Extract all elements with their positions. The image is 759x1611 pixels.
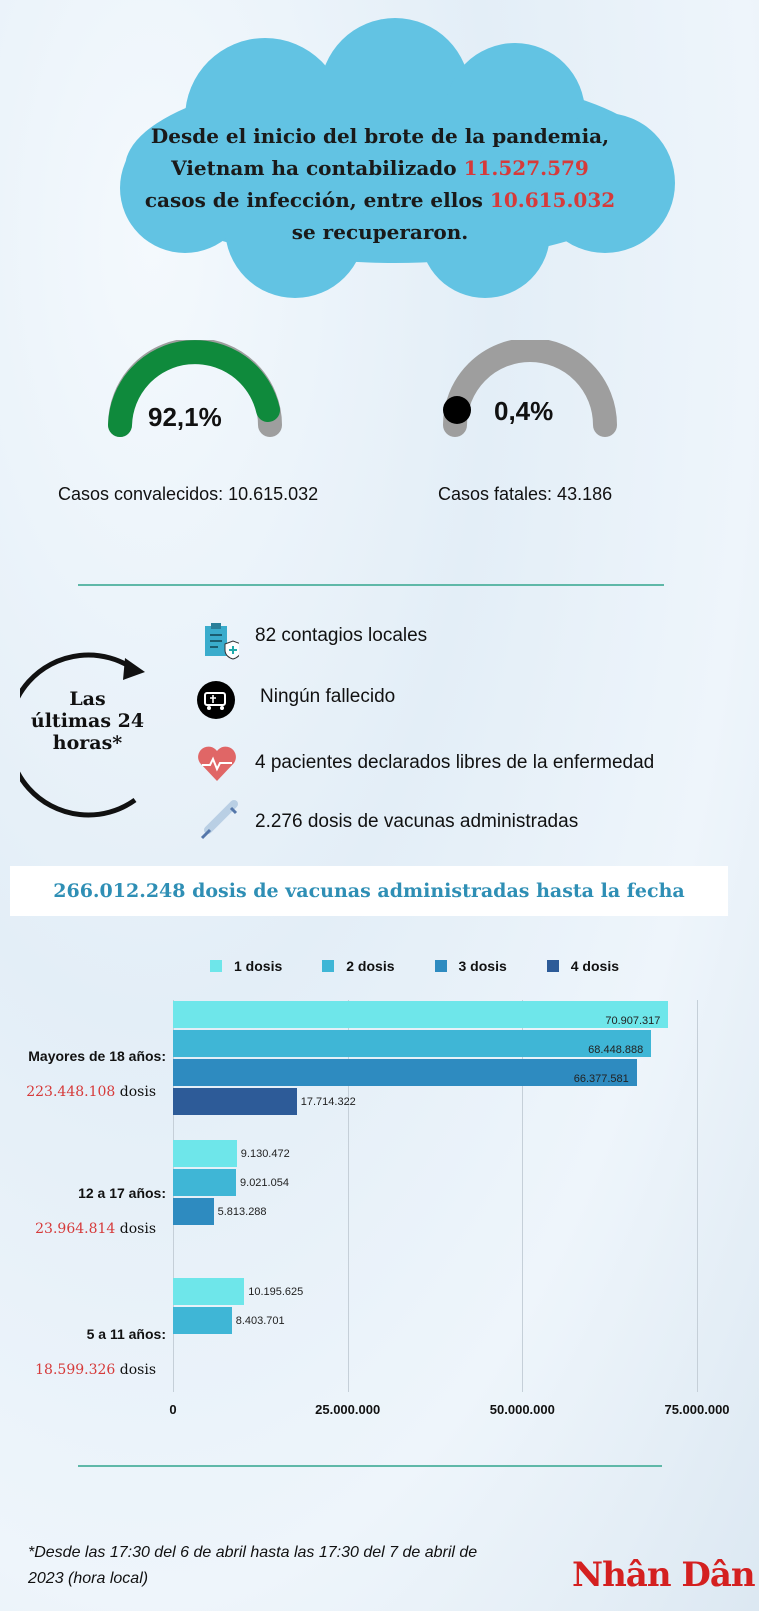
fatal-percent: 0,4% — [494, 396, 554, 426]
bar — [173, 1307, 232, 1334]
group-total: 18.599.326 dosis — [35, 1362, 156, 1378]
bar — [173, 1001, 669, 1028]
cloud-shape — [120, 18, 675, 298]
divider — [78, 1465, 662, 1467]
divider — [78, 584, 664, 586]
list-item: 2.276 dosis de vacunas administradas — [255, 811, 579, 832]
bar — [173, 1140, 237, 1167]
bar — [173, 1278, 245, 1305]
group-total-suffix: dosis — [115, 1084, 156, 1100]
data-label: 66.377.581 — [573, 1073, 629, 1085]
bar — [173, 1169, 237, 1196]
headline: Desde el inicio del brote de la pandemia… — [120, 120, 640, 248]
legend-swatch — [546, 960, 559, 972]
x-tick-label: 75.000.000 — [664, 1402, 730, 1417]
group-label: 5 a 11 años: — [86, 1326, 166, 1342]
headline-line: Desde el inicio del brote de la pandemia… — [150, 124, 610, 148]
x-tick-label: 50.000.000 — [489, 1402, 555, 1417]
data-label: 9.021.054 — [240, 1177, 289, 1189]
group-total-suffix: dosis — [115, 1221, 156, 1237]
recovered-cases: 10.615.032 — [489, 188, 616, 212]
hearse-icon — [197, 681, 235, 719]
headline-line: Vietnam ha contabilizado — [171, 156, 464, 180]
data-label: 5.813.288 — [217, 1206, 267, 1218]
legend-label: 1 dosis — [234, 958, 283, 974]
bar — [173, 1088, 297, 1115]
clipboard-shield-icon — [205, 623, 239, 660]
x-tick-label: 0 — [169, 1402, 177, 1417]
list-item: Ningún fallecido — [260, 686, 396, 707]
title-line: últimas 24 — [30, 710, 145, 732]
headline-line: se recuperaron. — [291, 220, 469, 244]
fatal-caption: Casos fatales: 43.186 — [438, 484, 613, 504]
recovered-caption: Casos convalecidos: 10.615.032 — [58, 484, 319, 504]
bar — [173, 1059, 637, 1086]
legend-item: 2 dosis — [322, 958, 395, 974]
legend-label: 4 dosis — [570, 958, 619, 974]
legend-label: 2 dosis — [346, 958, 395, 974]
bar — [173, 1030, 652, 1057]
recovered-gauge — [108, 340, 282, 437]
total-doses-banner: 266.012.248 dosis de vacunas administrad… — [10, 866, 728, 916]
legend-item: 3 dosis — [434, 958, 507, 974]
gridline — [173, 1000, 174, 1392]
title-line: horas* — [52, 732, 123, 754]
last24-title: Las últimas 24 horas* — [30, 688, 145, 754]
nhan-dan-logo: Nhân Dân — [572, 1555, 756, 1595]
data-label: 9.130.472 — [240, 1148, 290, 1160]
legend-swatch — [210, 960, 222, 972]
heartbeat-icon — [198, 746, 236, 781]
group-total-value: 223.448.108 — [26, 1084, 116, 1100]
x-tick-label: 25.000.000 — [315, 1402, 381, 1417]
headline-line: casos de infección, entre ellos — [144, 188, 490, 212]
group-total-value: 18.599.326 — [35, 1362, 116, 1378]
list-item: 4 pacientes declarados libres de la enfe… — [255, 752, 655, 773]
fatal-gauge — [443, 340, 617, 437]
cycle-arrow-icon — [20, 652, 145, 818]
legend-item: 4 dosis — [546, 958, 619, 974]
gridline — [347, 1000, 349, 1392]
data-label: 17.714.322 — [300, 1096, 356, 1108]
footnote: *Desde las 17:30 del 6 de abril hasta la… — [28, 1544, 478, 1587]
data-label: 68.448.888 — [588, 1044, 644, 1056]
list-item: 82 contagios locales — [255, 625, 428, 646]
group-total-suffix: dosis — [115, 1362, 156, 1378]
legend-item: 1 dosis — [210, 958, 282, 974]
legend-swatch — [434, 960, 447, 972]
total-cases: 11.527.579 — [463, 156, 589, 180]
gridline — [522, 1000, 524, 1392]
legend-swatch — [322, 960, 335, 972]
legend-label: 3 dosis — [458, 958, 507, 974]
gridline — [697, 1000, 698, 1392]
bar — [173, 1198, 214, 1225]
chart-legend: 1 dosis 2 dosis 3 dosis 4 dosis — [210, 958, 619, 974]
data-label: 70.907.317 — [605, 1015, 661, 1027]
group-label: 12 a 17 años: — [78, 1185, 166, 1201]
group-label: Mayores de 18 años: — [28, 1048, 166, 1064]
recovered-percent: 92,1% — [148, 402, 222, 432]
group-total-value: 23.964.814 — [35, 1221, 116, 1237]
group-total: 23.964.814 dosis — [35, 1221, 156, 1237]
data-label: 10.195.625 — [248, 1286, 304, 1298]
group-total: 223.448.108 dosis — [26, 1084, 156, 1100]
syringe-icon — [200, 800, 238, 840]
title-line: Las — [69, 688, 106, 710]
data-label: 8.403.701 — [235, 1315, 285, 1327]
